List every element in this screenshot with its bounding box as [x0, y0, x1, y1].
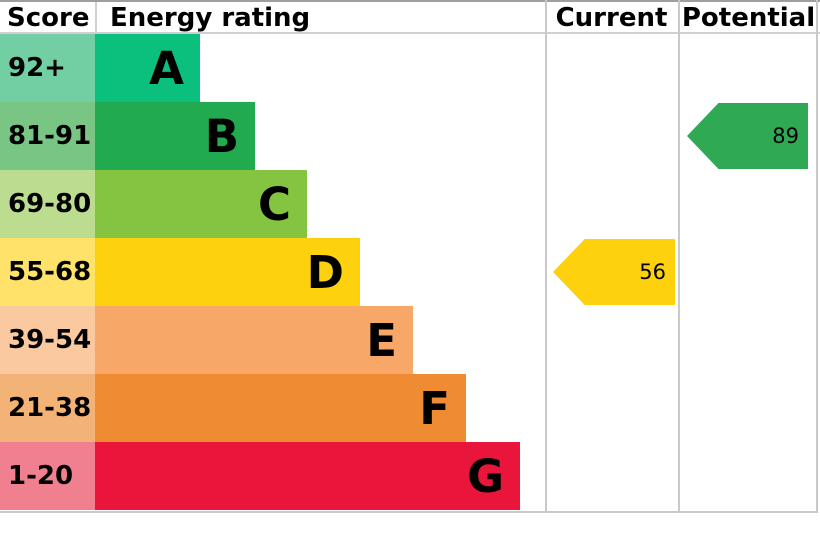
band-letter: D: [306, 245, 344, 299]
header-current-label: Current: [555, 3, 668, 33]
header-potential-label: Potential: [681, 3, 816, 33]
current-rating-value: 56: [639, 260, 666, 284]
header-energy-rating-label: Energy rating: [110, 3, 311, 33]
band-bar: A: [95, 34, 200, 102]
score-range: 92+: [0, 34, 95, 102]
band-bar: F: [95, 374, 466, 442]
band-bar: D: [95, 238, 360, 306]
score-range: 55-68: [0, 238, 95, 306]
band-bar: C: [95, 170, 307, 238]
epc-row: 1-20 G: [0, 442, 520, 510]
potential-rating-value: 89: [772, 124, 799, 148]
header-score-label: Score: [7, 3, 90, 33]
rating-rows: 92+ A 81-91 B 69-80 C 55-68 D 39-54 E 21…: [0, 34, 520, 510]
potential-rating-arrow: 89: [687, 103, 808, 169]
epc-row: 92+ A: [0, 34, 520, 102]
epc-row: 21-38 F: [0, 374, 520, 442]
score-range: 69-80: [0, 170, 95, 238]
epc-row: 55-68 D: [0, 238, 520, 306]
band-letter: E: [366, 313, 397, 367]
band-bar: B: [95, 102, 255, 170]
band-bar: G: [95, 442, 520, 510]
right-border-line: [816, 0, 818, 513]
band-letter: B: [204, 109, 239, 163]
score-range: 21-38: [0, 374, 95, 442]
score-range: 81-91: [0, 102, 95, 170]
score-range: 1-20: [0, 442, 95, 510]
current-rating-arrow: 56: [553, 239, 675, 305]
epc-row: 69-80 C: [0, 170, 520, 238]
band-bar: E: [95, 306, 413, 374]
score-range: 39-54: [0, 306, 95, 374]
potential-column-divider: [678, 0, 680, 513]
bottom-border-line: [0, 511, 818, 513]
epc-row: 39-54 E: [0, 306, 520, 374]
band-letter: G: [467, 449, 504, 503]
current-column-divider: [545, 0, 547, 513]
band-letter: A: [149, 41, 184, 95]
header-score-divider: [95, 2, 97, 34]
chart-header: Score Energy rating Current Potential: [0, 0, 820, 34]
epc-row: 81-91 B: [0, 102, 520, 170]
band-letter: C: [257, 177, 291, 231]
band-letter: F: [419, 381, 450, 435]
